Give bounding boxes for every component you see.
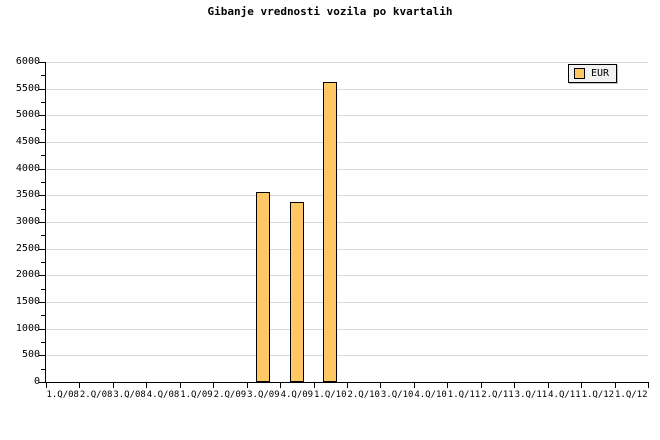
x-axis-tick: [213, 383, 214, 388]
y-axis-tick-minor: [41, 209, 45, 210]
y-axis-tick-label: 4000: [15, 163, 40, 174]
legend-label-eur: EUR: [591, 68, 610, 79]
y-axis-tick-major: [39, 89, 45, 90]
y-axis-tick-major: [39, 195, 45, 196]
y-axis-tick-label: 1500: [15, 296, 40, 307]
x-axis-tick-label: 3.Q/10: [380, 390, 414, 400]
x-axis-tick-label: 2.Q/08: [79, 390, 113, 400]
x-axis-tick-label: 2.Q/10: [347, 390, 380, 400]
y-axis-tick-major: [39, 62, 45, 63]
x-axis-tick-label: 1.Q/12: [581, 390, 615, 400]
y-axis-tick-minor: [41, 289, 45, 290]
x-axis-tick: [447, 383, 448, 388]
x-axis-tick: [247, 383, 248, 388]
bar: [290, 202, 304, 382]
chart-title: Gibanje vrednosti vozila po kvartalih: [207, 5, 453, 18]
y-axis-tick-major: [39, 169, 45, 170]
y-axis-tick-label: 1000: [15, 323, 40, 334]
gridline: [46, 249, 648, 250]
y-axis-tick-label: 2500: [15, 243, 40, 254]
y-axis-tick-minor: [41, 129, 45, 130]
x-axis-tick: [648, 383, 649, 388]
x-axis-tick: [414, 383, 415, 388]
x-axis-tick: [314, 383, 315, 388]
x-axis-tick: [380, 383, 381, 388]
x-axis-tick-label: 1.Q/11: [447, 390, 481, 400]
y-axis-tick-label: 5500: [15, 83, 40, 94]
y-axis-tick-minor: [41, 182, 45, 183]
x-axis-tick: [280, 383, 281, 388]
y-axis-tick-minor: [41, 262, 45, 263]
y-axis-tick-minor: [41, 235, 45, 236]
gridline: [46, 62, 648, 63]
y-axis-tick-minor: [41, 155, 45, 156]
x-axis-tick: [548, 383, 549, 388]
gridline: [46, 142, 648, 143]
x-axis-tick-label: 4.Q/10: [414, 390, 447, 400]
legend-swatch-eur: [574, 68, 585, 79]
y-axis-tick-label: 500: [21, 349, 40, 360]
y-axis-tick-label: 0: [33, 376, 40, 387]
y-axis-tick-label: 4500: [15, 136, 40, 147]
chart-legend: EUR: [568, 64, 618, 83]
y-axis-tick-major: [39, 115, 45, 116]
x-axis-tick-label: 4.Q/08: [146, 390, 180, 400]
x-axis-tick: [347, 383, 348, 388]
bar: [323, 82, 337, 382]
x-axis-tick: [481, 383, 482, 388]
x-axis-tick: [514, 383, 515, 388]
y-axis-tick-minor: [41, 102, 45, 103]
y-axis-tick-major: [39, 302, 45, 303]
y-axis-tick-label: 5000: [15, 109, 40, 120]
x-axis-tick: [615, 383, 616, 388]
gridline: [46, 115, 648, 116]
y-axis-tick-major: [39, 142, 45, 143]
y-axis-tick-minor: [41, 75, 45, 76]
y-axis-tick-minor: [41, 369, 45, 370]
gridline: [46, 275, 648, 276]
gridline: [46, 302, 648, 303]
gridline: [46, 222, 648, 223]
y-axis-tick-major: [39, 355, 45, 356]
gridline: [46, 355, 648, 356]
y-axis-tick-major: [39, 382, 45, 383]
x-axis-tick-label: 3.Q/09: [247, 390, 280, 400]
x-axis-tick: [180, 383, 181, 388]
y-axis-tick-major: [39, 329, 45, 330]
x-axis-tick: [79, 383, 80, 388]
x-axis-tick-label: 4.Q/11: [548, 390, 581, 400]
gridline: [46, 329, 648, 330]
y-axis-tick-label: 2000: [15, 269, 40, 280]
x-axis-tick-label: 4.Q/09: [280, 390, 314, 400]
plot-area: [46, 62, 648, 382]
y-axis-tick-major: [39, 222, 45, 223]
x-axis-tick-label: 3.Q/08: [113, 390, 146, 400]
y-axis-tick-minor: [41, 342, 45, 343]
x-axis-tick: [146, 383, 147, 388]
x-axis-tick-label: 1.Q/10: [314, 390, 347, 400]
gridline: [46, 169, 648, 170]
bar: [256, 192, 270, 382]
y-axis-tick-minor: [41, 315, 45, 316]
x-axis-tick-label: 3.Q/11: [514, 390, 548, 400]
x-axis-tick-label: 1.Q/08: [46, 390, 79, 400]
gridline: [46, 89, 648, 90]
y-axis-tick-major: [39, 275, 45, 276]
x-axis-tick-label: 2.Q/11: [481, 390, 514, 400]
y-axis-tick-label: 3000: [15, 216, 40, 227]
x-axis-tick: [581, 383, 582, 388]
x-axis-tick: [113, 383, 114, 388]
x-axis-tick: [46, 383, 47, 388]
gridline: [46, 195, 648, 196]
y-axis-line: [45, 62, 46, 383]
x-axis-tick-label: 2.Q/09: [213, 390, 247, 400]
y-axis-tick-major: [39, 249, 45, 250]
y-axis-tick-label: 6000: [15, 56, 40, 67]
x-axis-tick-label: 1.Q/12: [615, 390, 648, 400]
y-axis-tick-label: 3500: [15, 189, 40, 200]
x-axis-tick-label: 1.Q/09: [180, 390, 213, 400]
x-axis-line: [45, 382, 649, 383]
y-axis-labels: 0 500 1000 1500 2000 2500 3000 3500 4000 4500 5000…: [0, 0, 40, 440]
